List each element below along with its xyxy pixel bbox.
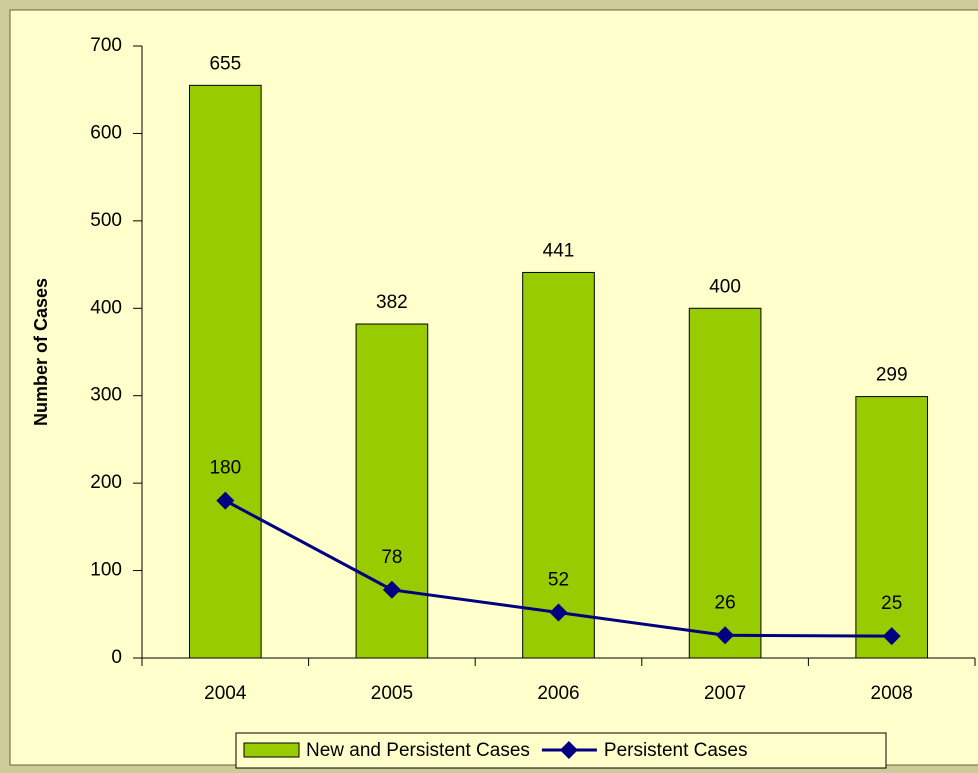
x-tick-label: 2008 — [871, 683, 913, 704]
line-marker — [549, 603, 568, 622]
legend-label: Persistent Cases — [604, 740, 748, 761]
x-tick-label: 2005 — [371, 683, 413, 704]
legend-label: New and Persistent Cases — [306, 740, 530, 761]
y-tick-label: 400 — [90, 297, 122, 318]
line-value-label: 25 — [881, 593, 902, 614]
y-axis-label: Number of Cases — [31, 278, 51, 426]
line-marker — [716, 626, 735, 645]
bar — [688, 307, 762, 659]
bar-value-label: 400 — [709, 276, 741, 297]
bar — [522, 271, 595, 659]
bar — [188, 84, 262, 659]
x-tick-label: 2004 — [204, 683, 247, 704]
bar-value-label: 441 — [543, 240, 575, 261]
y-tick-label: 300 — [90, 385, 122, 406]
x-tick-label: 2006 — [537, 683, 579, 704]
line-value-label: 52 — [548, 570, 569, 591]
line-value-label: 26 — [715, 592, 736, 613]
bar — [855, 396, 929, 659]
bar-value-label: 299 — [876, 365, 908, 386]
legend — [235, 732, 887, 769]
y-tick-label: 500 — [90, 210, 122, 231]
bar-value-label: 655 — [209, 53, 241, 74]
legend-marker — [559, 741, 578, 759]
y-tick-label: 200 — [90, 472, 122, 493]
y-tick-label: 0 — [111, 647, 122, 668]
bar-value-label: 382 — [376, 292, 408, 313]
chart-area — [9, 9, 978, 766]
line-marker — [216, 491, 235, 510]
line-marker — [882, 627, 901, 646]
y-tick-label: 600 — [90, 122, 122, 143]
y-tick-label: 700 — [90, 35, 122, 56]
y-tick-label: 100 — [90, 560, 122, 581]
line-value-label: 78 — [381, 547, 402, 568]
legend-swatch — [243, 742, 300, 758]
bar — [355, 323, 429, 659]
x-tick-label: 2007 — [704, 683, 746, 704]
line-value-label: 180 — [209, 458, 241, 479]
line-marker — [382, 580, 401, 599]
